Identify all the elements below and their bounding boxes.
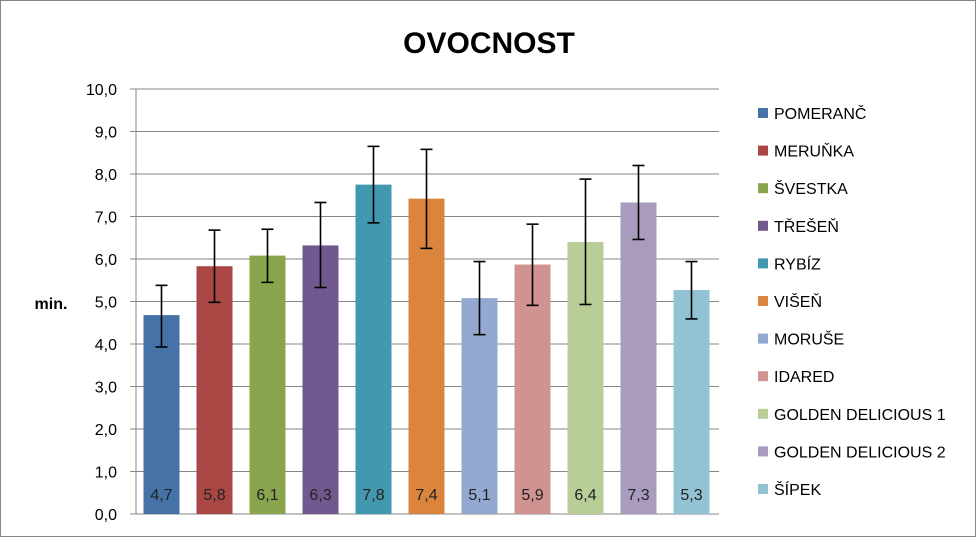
- data-label: 5,1: [468, 487, 490, 504]
- legend-label: GOLDEN DELICIOUS 1: [774, 407, 946, 424]
- chart-title: OVOCNOST: [403, 27, 575, 60]
- y-tick-label: 8,0: [95, 167, 117, 184]
- legend-label: MERUŇKA: [774, 142, 854, 161]
- bar: [620, 202, 657, 514]
- legend-label: ŠÍPEK: [774, 480, 821, 499]
- y-tick-label: 5,0: [95, 295, 117, 312]
- bar: [355, 184, 392, 514]
- bar: [302, 245, 339, 514]
- y-tick-label: 7,0: [95, 210, 117, 227]
- y-tick-label: 0,0: [95, 507, 117, 524]
- data-label: 5,8: [203, 487, 225, 504]
- y-tick-label: 4,0: [95, 337, 117, 354]
- y-tick-label: 3,0: [95, 380, 117, 397]
- bar: [673, 290, 710, 514]
- data-label: 5,3: [680, 487, 702, 504]
- legend-label: ŠVESTKA: [774, 179, 848, 198]
- legend: POMERANČ MERUŇKA ŠVESTKA TŘEŠEŇ RYBÍZ VIŠEŇ MO…: [758, 104, 946, 499]
- y-tick-label: 10,0: [86, 82, 117, 99]
- data-label: 7,8: [362, 487, 384, 504]
- legend-label: IDARED: [774, 369, 834, 386]
- legend-swatch: [758, 296, 768, 306]
- y-tick-label: 6,0: [95, 252, 117, 269]
- legend-label: MORUŠE: [774, 330, 844, 349]
- legend-swatch: [758, 183, 768, 194]
- data-label: 5,9: [521, 487, 543, 504]
- legend-swatch: [758, 220, 768, 231]
- legend-swatch: [758, 333, 768, 344]
- bar: [196, 266, 233, 514]
- data-label: 7,4: [415, 487, 437, 504]
- legend-swatch: [758, 108, 768, 118]
- legend-label: GOLDEN DELICIOUS 2: [774, 444, 946, 461]
- legend-label: POMERANČ: [774, 104, 866, 123]
- legend-swatch: [758, 484, 768, 494]
- legend-swatch: [758, 371, 768, 382]
- y-axis-label: min.: [35, 296, 68, 313]
- legend-swatch: [758, 446, 768, 457]
- data-label: 4,7: [150, 487, 172, 504]
- data-label: 6,1: [256, 487, 278, 504]
- y-tick-label: 1,0: [95, 465, 117, 482]
- y-tick-label: 9,0: [95, 125, 117, 142]
- data-labels: 4,7 5,8 6,1 6,3 7,8 7,4 5,1 5,9 6,4 7,3 5,3: [150, 487, 702, 504]
- y-tick-label: 2,0: [95, 422, 117, 439]
- data-label: 7,3: [627, 487, 649, 504]
- legend-label: RYBÍZ: [774, 254, 821, 273]
- data-label: 6,3: [309, 487, 331, 504]
- legend-swatch: [758, 258, 768, 269]
- legend-swatch: [758, 145, 768, 156]
- bar: [249, 255, 286, 514]
- bar: [408, 198, 445, 514]
- bars: [143, 184, 710, 514]
- error-bars: [155, 145, 698, 348]
- legend-swatch: [758, 408, 768, 419]
- legend-label: TŘEŠEŇ: [774, 217, 839, 236]
- legend-label: VIŠEŇ: [774, 292, 822, 311]
- data-label: 6,4: [574, 487, 596, 504]
- bar: [143, 315, 180, 514]
